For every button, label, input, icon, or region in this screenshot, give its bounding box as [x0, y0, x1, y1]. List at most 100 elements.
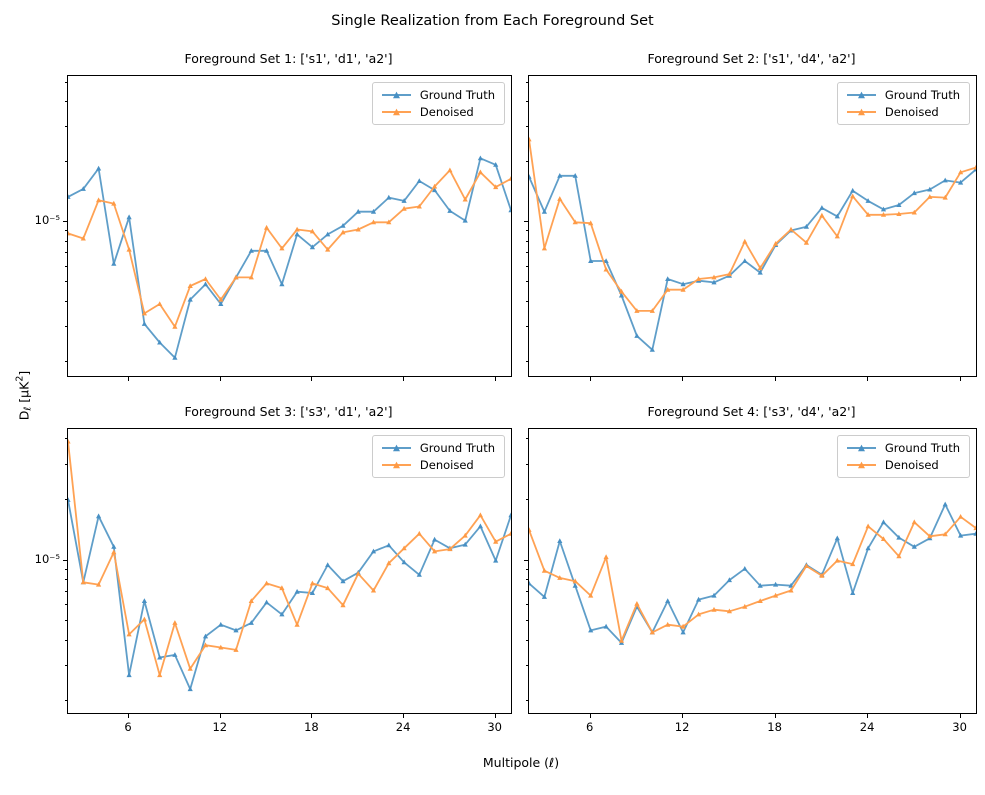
y-minor-tick — [64, 498, 67, 500]
y-minor-tick — [525, 360, 528, 362]
x-major-tick — [867, 714, 869, 718]
x-major-tick — [682, 714, 684, 718]
legend-line-sample-denoised — [846, 108, 876, 116]
y-axis-label-exponent: 2 — [14, 375, 26, 382]
legend-item-ground-truth: Ground Truth — [845, 88, 960, 102]
legend-line-sample-ground-truth — [846, 444, 876, 452]
y-minor-tick — [525, 126, 528, 127]
subplot-foreground-set-1: Foreground Set 1: ['s1', 'd1', 'a2'] Gro… — [35, 51, 512, 381]
y-minor-tick — [64, 590, 67, 592]
y-minor-tick — [525, 325, 528, 327]
ground-truth-markers — [529, 166, 976, 352]
x-major-tick — [128, 377, 130, 381]
y-minor-tick — [64, 281, 67, 283]
x-major-tick — [494, 377, 496, 381]
x-tick-label: 12 — [212, 720, 228, 734]
legend-label-denoised: Denoised — [884, 458, 939, 472]
y-tick-label: 10⁻⁵ — [34, 551, 60, 566]
ground-truth-markers — [68, 497, 511, 692]
y-minor-tick — [525, 700, 528, 702]
y-minor-tick — [525, 664, 528, 666]
y-major-tick — [63, 221, 67, 223]
x-major-tick — [774, 377, 776, 381]
y-axis-label-units: μK — [16, 381, 32, 398]
y-major-tick — [524, 221, 528, 223]
y-minor-tick — [525, 230, 528, 232]
y-minor-tick — [64, 463, 67, 465]
subplot-title: Foreground Set 1: ['s1', 'd1', 'a2'] — [184, 51, 393, 66]
x-major-tick — [311, 377, 313, 381]
denoised-line — [529, 139, 976, 312]
x-major-tick — [774, 714, 776, 718]
y-minor-tick — [64, 579, 67, 581]
x-major-tick — [403, 377, 405, 381]
denoised-markers — [529, 136, 976, 313]
legend-label-denoised: Denoised — [884, 105, 939, 119]
subplot-title: Foreground Set 2: ['s1', 'd4', 'a2'] — [647, 51, 856, 66]
y-minor-tick — [525, 463, 528, 465]
legend-line-sample-denoised — [381, 108, 411, 116]
y-minor-tick — [525, 568, 528, 570]
y-minor-tick — [525, 498, 528, 500]
x-tick-label: 6 — [124, 720, 132, 734]
legend-item-denoised: Denoised — [845, 105, 960, 119]
denoised-line — [68, 169, 511, 328]
y-tick-label: 10⁻⁵ — [34, 213, 60, 228]
legend: Ground Truth Denoised — [836, 82, 970, 125]
x-axis-label: Multipole (ℓ) — [482, 755, 560, 770]
legend-label-ground-truth: Ground Truth — [419, 88, 495, 102]
legend-item-ground-truth: Ground Truth — [380, 88, 495, 102]
legend-line-sample-denoised — [381, 461, 411, 469]
x-major-tick — [589, 377, 591, 381]
denoised-line — [529, 515, 976, 642]
y-minor-tick — [64, 230, 67, 232]
y-major-tick — [524, 559, 528, 561]
ground-truth-line — [68, 157, 511, 359]
legend-line-sample-denoised — [846, 461, 876, 469]
legend-label-denoised: Denoised — [419, 105, 474, 119]
legend-line-sample-ground-truth — [846, 91, 876, 99]
y-minor-tick — [64, 101, 67, 102]
x-major-tick — [311, 714, 313, 718]
legend: Ground Truth Denoised — [371, 435, 505, 478]
subplot-title: Foreground Set 4: ['s3', 'd4', 'a2'] — [647, 404, 856, 419]
legend-item-ground-truth: Ground Truth — [380, 441, 495, 455]
x-tick-label: 30 — [487, 720, 502, 734]
legend-item-denoised: Denoised — [380, 105, 495, 119]
subplot-foreground-set-2: Foreground Set 2: ['s1', 'd4', 'a2'] Gro… — [524, 51, 977, 381]
legend-line-sample-ground-truth — [381, 91, 411, 99]
ground-truth-markers — [529, 501, 976, 645]
y-minor-tick — [525, 281, 528, 283]
x-major-tick — [403, 714, 405, 718]
y-minor-tick — [64, 604, 67, 606]
legend-item-denoised: Denoised — [845, 458, 960, 472]
y-minor-tick — [64, 664, 67, 666]
legend: Ground Truth Denoised — [371, 82, 505, 125]
x-major-tick — [494, 714, 496, 718]
y-minor-tick — [64, 360, 67, 362]
y-minor-tick — [64, 81, 67, 83]
x-tick-label: 18 — [767, 720, 782, 734]
x-major-tick — [682, 377, 684, 381]
x-major-tick — [589, 714, 591, 718]
x-tick-label: 18 — [304, 720, 319, 734]
y-minor-tick — [525, 300, 528, 302]
subplot-axes — [67, 75, 512, 377]
x-major-tick — [867, 377, 869, 381]
subplot-axes — [528, 75, 977, 377]
x-major-tick — [128, 714, 130, 718]
y-axis-label-subscript: ℓ — [22, 406, 34, 411]
y-minor-tick — [525, 81, 528, 83]
y-minor-tick — [525, 101, 528, 102]
y-minor-tick — [525, 161, 528, 163]
x-major-tick — [219, 714, 221, 718]
y-minor-tick — [64, 126, 67, 127]
y-minor-tick — [64, 639, 67, 641]
x-major-tick — [219, 377, 221, 381]
y-minor-tick — [64, 325, 67, 327]
ground-truth-line — [68, 499, 511, 691]
y-minor-tick — [64, 568, 67, 570]
legend: Ground Truth Denoised — [836, 435, 970, 478]
x-tick-label: 12 — [674, 720, 690, 734]
